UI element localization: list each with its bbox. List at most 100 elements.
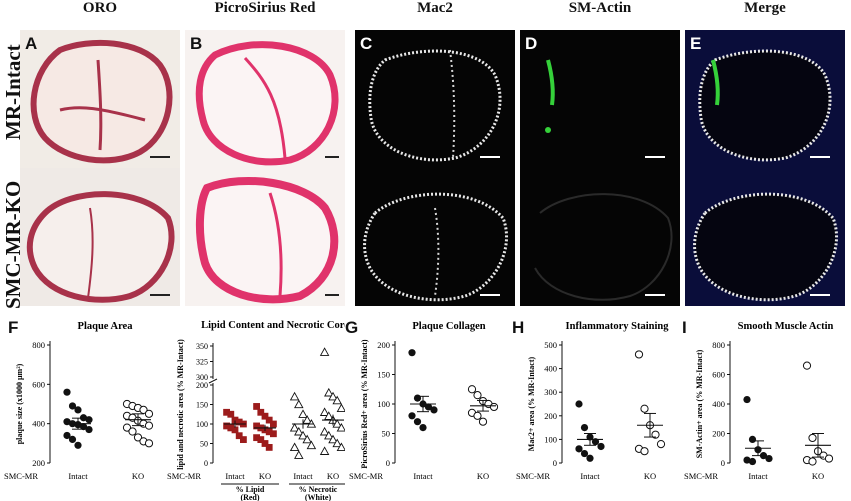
lipid-category-label: KO <box>327 471 339 481</box>
lipid-group-name: % Lipid <box>236 485 265 494</box>
inflammatory-ytick-label: 300 <box>544 387 557 397</box>
plaque-collagen-point <box>419 424 427 432</box>
plaque-area-point <box>122 423 132 432</box>
sm-actin-title: Smooth Muscle Actin <box>738 321 834 332</box>
lipid-ytick-label: 0 <box>204 459 208 468</box>
plaque-area-point <box>85 416 93 424</box>
lipid-point <box>253 434 260 442</box>
plaque-area-point <box>63 388 71 396</box>
plaque-area-point <box>68 402 77 410</box>
necrotic-group-sub: (White) <box>305 493 332 501</box>
lipid-point <box>294 450 304 459</box>
lipid-point <box>227 410 235 418</box>
inflammatory-point <box>640 447 649 456</box>
inflammatory-ytick-label: 500 <box>544 340 557 350</box>
inflammatory-point <box>651 430 660 439</box>
plaque-area-point <box>128 427 137 436</box>
inflammatory-ytick-label: 0 <box>553 458 557 468</box>
micrograph-sirius-intact: B <box>185 30 345 168</box>
plaque-area-point <box>74 406 82 414</box>
lipid-point <box>332 438 342 448</box>
plaque-collagen-group-label: SMC-MR <box>349 471 383 481</box>
lipid-ytick-label: 300 <box>196 373 208 382</box>
sm-actin-ylabel: SM-Actin+ area (% MR-Intact) <box>695 349 704 458</box>
inflammatory-point <box>591 438 600 446</box>
sm-actin-point <box>743 395 751 404</box>
micrograph-merge-intact: E <box>685 30 845 168</box>
inflammatory-point <box>597 442 605 451</box>
inflammatory-point <box>634 350 644 359</box>
plaque-area-group-label: SMC-MR <box>4 471 38 481</box>
sm-actin-point <box>808 433 817 443</box>
panel-letter-e: E <box>690 34 702 53</box>
lipid-point <box>261 412 269 420</box>
lipid-point <box>319 426 330 436</box>
panel-letter-a: A <box>25 34 38 53</box>
lipid-category-label: KO <box>259 471 271 481</box>
plaque-area-point <box>79 423 88 431</box>
lipid-point <box>265 444 273 451</box>
lipid-point <box>270 430 277 438</box>
lipid-point <box>257 436 265 443</box>
inflammatory-ytick-label: 100 <box>544 434 557 444</box>
plaque-collagen-point <box>424 403 433 411</box>
lipid-point <box>253 422 260 430</box>
plaque-collagen-point <box>408 412 416 420</box>
lipid-point <box>289 442 300 452</box>
sm-actin-point <box>748 457 757 466</box>
panel-letter-d: D <box>525 34 538 53</box>
plaque-collagen-ytick-label: 150 <box>377 370 390 380</box>
sm-actin-point <box>802 361 812 370</box>
plaque-area-point <box>144 421 154 430</box>
plaque-collagen-ytick-label: 200 <box>377 340 390 350</box>
micrograph-oro-ko <box>20 168 180 306</box>
lipid-title: Lipid Content and Necrotic Core <box>201 320 345 331</box>
lipid-point <box>294 399 304 409</box>
chart-inflammatory-staining: Inflammatory Staining 0 100 200 300 400 500 Mac… <box>516 321 670 481</box>
lipid-group-sub: (Red) <box>240 493 259 501</box>
inflammatory-point <box>580 424 589 432</box>
micrograph-mac2-intact: C <box>355 30 515 168</box>
lipid-point <box>319 446 330 455</box>
lipid-point <box>319 407 330 416</box>
plaque-area-point <box>63 431 71 440</box>
necrotic-group-name: % Necrotic <box>299 485 338 494</box>
column-header-smactin: SM-Actin <box>568 0 632 16</box>
plaque-area-ytick-label: 600 <box>32 379 45 389</box>
inflammatory-point <box>640 404 649 413</box>
lipid-point <box>319 347 330 356</box>
lipid-point <box>324 430 334 440</box>
lipid-point <box>298 430 308 440</box>
column-header-merge: Merge <box>744 0 786 16</box>
plaque-collagen-category-label: Intact <box>413 471 433 481</box>
lipid-point <box>253 403 260 410</box>
inflammatory-ylabel: Mac2+ area (% MR-Intact) <box>527 356 536 451</box>
lipid-ytick-label: 325 <box>196 358 208 367</box>
plaque-collagen-point <box>413 418 422 426</box>
plaque-collagen-point <box>489 402 499 412</box>
plaque-area-point <box>133 433 143 442</box>
chart-letter-g: G <box>345 318 359 337</box>
lipid-point <box>257 408 265 416</box>
lipid-point <box>223 408 230 416</box>
plaque-area-point <box>144 409 154 418</box>
micrograph-merge-ko <box>685 168 845 306</box>
lipid-point <box>265 416 273 424</box>
inflammatory-title: Inflammatory Staining <box>566 321 670 332</box>
inflammatory-category-label: Intact <box>580 471 600 481</box>
plaque-collagen-point <box>467 385 477 394</box>
lipid-point <box>302 415 312 424</box>
plaque-area-ytick-label: 400 <box>32 419 45 429</box>
chart-lipid-necrotic: Lipid Content and Necrotic Core 0 50 100 150… <box>167 320 345 501</box>
lipid-point <box>306 440 317 450</box>
lipid-point <box>235 418 243 426</box>
sm-actin-ytick-label: 400 <box>712 399 725 409</box>
plaque-collagen-point <box>408 349 416 357</box>
chart-letter-h: H <box>512 318 525 337</box>
lipid-point <box>231 426 239 434</box>
inflammatory-point <box>575 445 583 453</box>
lipid-point <box>289 422 300 432</box>
micrograph-mac2-ko <box>355 168 515 306</box>
lipid-point <box>324 411 334 420</box>
plaque-area-ytick-label: 800 <box>32 340 45 350</box>
